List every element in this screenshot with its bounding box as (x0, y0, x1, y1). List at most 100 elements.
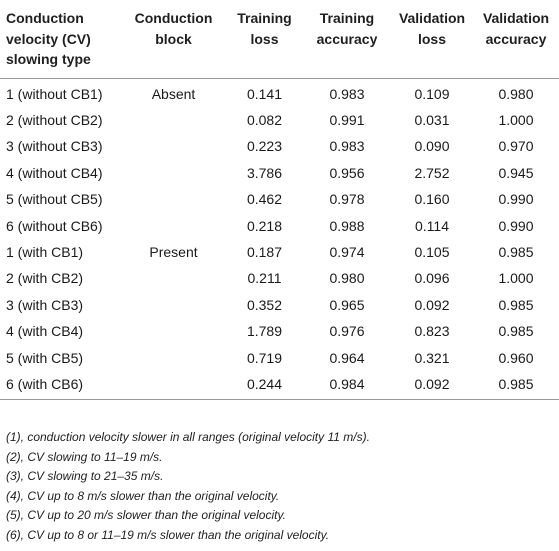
footnotes: (1), conduction velocity slower in all r… (6, 428, 370, 546)
conduction-block-cell: Absent (151, 85, 196, 102)
training-accuracy-cell: 0.978 (329, 191, 365, 208)
conduction-block-cell: Present (149, 243, 198, 260)
header-validation-accuracy: Validation accuracy (473, 8, 559, 79)
results-table: Conduction velocity (CV) slowing type Co… (0, 8, 559, 401)
cv-slowing-type-cell: 1 (without CB1) (6, 85, 103, 102)
validation-loss-cell: 0.114 (415, 217, 449, 234)
table-header: Conduction velocity (CV) slowing type Co… (0, 8, 559, 79)
cv-slowing-type-cell: 4 (with CB4) (6, 323, 84, 340)
validation-loss-cell: 0.096 (414, 270, 450, 287)
conduction-block-cell (121, 370, 226, 401)
training-accuracy-cell: 0.964 (329, 349, 365, 366)
conduction-block-cell (121, 186, 226, 212)
table-row: 5 (without CB5) 0.462 0.978 0.160 0.990 (0, 186, 559, 212)
footnote: (1), conduction velocity slower in all r… (6, 430, 370, 444)
footnote: (2), CV slowing to 11–19 m/s. (6, 449, 163, 464)
cv-slowing-type-cell: 2 (without CB2) (6, 111, 103, 128)
table-row: 4 (without CB4) 3.786 0.956 2.752 0.945 (0, 160, 559, 186)
training-accuracy-cell: 0.976 (329, 323, 365, 340)
cv-slowing-type-cell: 5 (without CB5) (6, 191, 103, 208)
validation-loss-cell: 0.823 (414, 323, 450, 340)
header-validation-loss: Validation loss (391, 8, 473, 79)
table-row: 3 (without CB3) 0.223 0.983 0.090 0.970 (0, 133, 559, 159)
training-loss-cell: 0.082 (246, 111, 283, 128)
validation-loss-cell: 0.160 (414, 191, 450, 208)
validation-accuracy-cell: 0.980 (498, 85, 534, 102)
table-row: 5 (with CB5) 0.719 0.964 0.321 0.960 (0, 345, 559, 371)
header-training-loss: Training loss (226, 8, 303, 79)
validation-loss-cell: 0.031 (414, 111, 450, 128)
training-accuracy-cell: 0.965 (329, 296, 365, 313)
validation-accuracy-cell: 0.985 (498, 296, 534, 313)
training-accuracy-cell: 0.991 (329, 111, 365, 128)
validation-loss-cell: 0.321 (414, 349, 450, 366)
training-loss-cell: 1.789 (246, 323, 283, 340)
table-row: 1 (with CB1) Present 0.187 0.974 0.105 0.985 (0, 239, 559, 265)
validation-accuracy-cell: 0.985 (473, 370, 559, 401)
training-loss-cell: 0.352 (246, 296, 283, 313)
table-row: 6 (with CB6) 0.244 0.984 0.092 0.985 (0, 370, 559, 401)
training-accuracy-cell: 0.984 (303, 370, 391, 401)
validation-loss-cell: 0.092 (414, 296, 450, 313)
conduction-block-cell (121, 133, 226, 159)
training-loss-cell: 0.462 (246, 191, 283, 208)
footnote: (3), CV slowing to 21–35 m/s. (6, 469, 164, 484)
training-accuracy-cell: 0.980 (329, 270, 365, 287)
conduction-block-cell (121, 160, 226, 186)
table-row: 4 (with CB4) 1.789 0.976 0.823 0.985 (0, 318, 559, 344)
cv-slowing-type-cell: 3 (without CB3) (6, 138, 103, 155)
conduction-block-cell (121, 265, 226, 291)
validation-loss-cell: 0.105 (414, 243, 450, 260)
cv-slowing-type-cell: 6 (with CB6) (0, 370, 121, 401)
training-loss-cell: 3.786 (246, 164, 283, 181)
validation-accuracy-cell: 0.945 (498, 164, 534, 181)
validation-loss-cell: 2.752 (414, 164, 450, 181)
cv-slowing-type-cell: 4 (without CB4) (6, 164, 103, 181)
training-loss-cell: 0.223 (246, 138, 283, 155)
cv-slowing-type-cell: 6 (without CB6) (6, 217, 103, 234)
table-row: 1 (without CB1) Absent 0.141 0.983 0.109 0.98… (0, 78, 559, 107)
training-accuracy-cell: 0.983 (329, 85, 365, 102)
validation-accuracy-cell: 0.990 (498, 217, 534, 234)
header-row: Conduction velocity (CV) slowing type Co… (0, 8, 559, 79)
training-loss-cell: 0.211 (247, 270, 282, 287)
training-accuracy-cell: 0.974 (329, 243, 365, 260)
validation-accuracy-cell: 0.985 (498, 243, 534, 260)
validation-loss-cell: 0.092 (391, 370, 473, 401)
table-row: 2 (without CB2) 0.082 0.991 0.031 1.000 (0, 107, 559, 133)
table-row: 2 (with CB2) 0.211 0.980 0.096 1.000 (0, 265, 559, 291)
conduction-block-cell (121, 318, 226, 344)
training-loss-cell: 0.218 (246, 217, 283, 234)
footnote: (5), CV up to 20 m/s slower than the ori… (6, 508, 286, 523)
validation-accuracy-cell: 0.990 (498, 191, 534, 208)
cv-slowing-type-cell: 2 (with CB2) (6, 270, 84, 287)
conduction-block-cell (121, 107, 226, 133)
header-conduction-block: Conduction block (121, 8, 226, 79)
conduction-block-cell (121, 292, 226, 318)
validation-accuracy-cell: 1.000 (498, 111, 534, 128)
validation-loss-cell: 0.109 (414, 85, 450, 102)
cv-slowing-type-cell: 1 (with CB1) (6, 243, 84, 260)
header-training-accuracy: Training accuracy (303, 8, 391, 79)
conduction-block-cell (121, 345, 226, 371)
footnote: (4), CV up to 8 m/s slower than the orig… (6, 488, 280, 503)
table-row: 3 (with CB3) 0.352 0.965 0.092 0.985 (0, 292, 559, 318)
training-loss-cell: 0.187 (246, 243, 283, 260)
cv-slowing-type-cell: 5 (with CB5) (6, 349, 84, 366)
conduction-block-cell (121, 213, 226, 239)
footnote: (6), CV up to 8 or 11–19 m/s slower than… (6, 527, 330, 542)
table-row: 6 (without CB6) 0.218 0.988 0.114 0.990 (0, 213, 559, 239)
training-accuracy-cell: 0.956 (329, 164, 365, 181)
table-body: 1 (without CB1) Absent 0.141 0.983 0.109 0.98… (0, 78, 559, 401)
validation-accuracy-cell: 0.960 (498, 349, 534, 366)
training-accuracy-cell: 0.983 (329, 138, 365, 155)
validation-loss-cell: 0.090 (414, 138, 450, 155)
cv-slowing-type-cell: 3 (with CB3) (6, 296, 84, 313)
validation-accuracy-cell: 0.985 (498, 323, 534, 340)
validation-accuracy-cell: 0.970 (498, 138, 534, 155)
training-loss-cell: 0.719 (246, 349, 283, 366)
training-loss-cell: 0.244 (226, 370, 303, 401)
training-accuracy-cell: 0.988 (329, 217, 365, 234)
validation-accuracy-cell: 1.000 (498, 270, 534, 287)
